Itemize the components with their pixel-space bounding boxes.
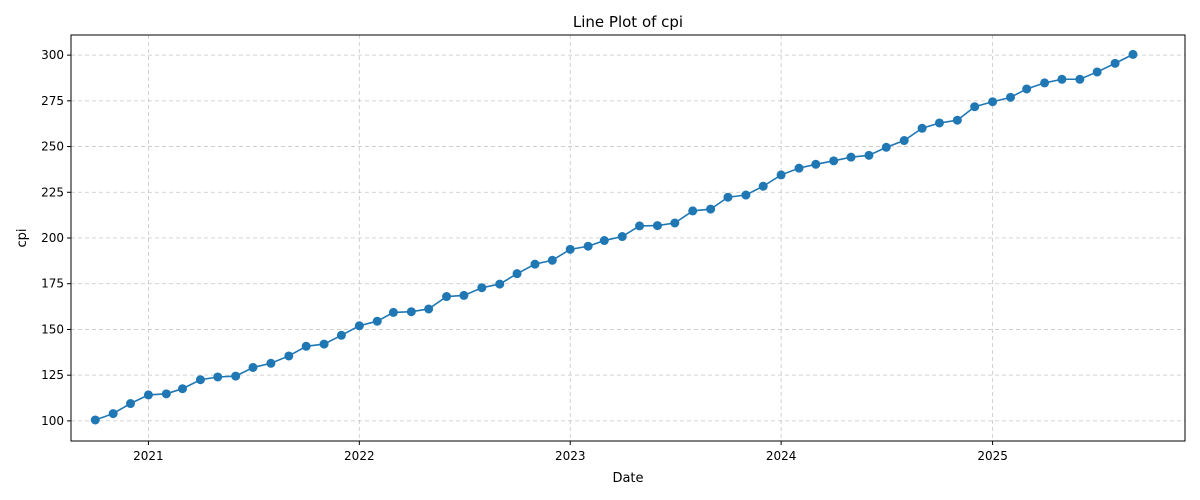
data-point xyxy=(652,221,662,231)
data-point xyxy=(688,206,698,216)
data-point xyxy=(319,339,329,349)
y-tick-label: 200 xyxy=(41,231,64,245)
data-point xyxy=(1110,58,1120,68)
data-point xyxy=(635,221,645,231)
data-point xyxy=(776,170,786,180)
data-point xyxy=(195,375,205,385)
data-point xyxy=(108,409,118,419)
data-point xyxy=(424,304,434,314)
data-point xyxy=(512,269,522,279)
data-point xyxy=(706,204,716,214)
data-point xyxy=(881,142,891,152)
data-point xyxy=(143,390,153,400)
x-tick-label: 2023 xyxy=(555,449,586,463)
data-point xyxy=(284,351,294,361)
x-tick-label: 2024 xyxy=(766,449,797,463)
data-point xyxy=(1022,84,1032,94)
data-point xyxy=(1128,49,1138,59)
data-point xyxy=(758,181,768,191)
data-point xyxy=(477,283,487,293)
x-tick-label: 2025 xyxy=(977,449,1008,463)
data-point xyxy=(530,259,540,269)
data-point xyxy=(988,97,998,107)
data-point xyxy=(354,321,364,331)
data-point xyxy=(934,118,944,128)
data-point xyxy=(970,102,980,112)
y-tick-label: 100 xyxy=(41,414,64,428)
data-point xyxy=(442,292,452,302)
y-tick-label: 125 xyxy=(41,368,64,382)
data-point xyxy=(248,362,258,372)
chart-title: Line Plot of cpi xyxy=(573,13,683,31)
data-point xyxy=(547,255,557,265)
data-point xyxy=(459,290,469,300)
x-tick-label: 2021 xyxy=(133,449,164,463)
y-tick-label: 250 xyxy=(41,140,64,154)
data-point xyxy=(266,358,276,368)
y-tick-label: 225 xyxy=(41,185,64,199)
data-point xyxy=(565,244,575,254)
data-point xyxy=(846,152,856,162)
data-point xyxy=(495,279,505,289)
data-point xyxy=(301,341,311,351)
data-point xyxy=(1006,92,1016,102)
data-point xyxy=(1092,67,1102,77)
data-point xyxy=(952,115,962,125)
data-point xyxy=(161,389,171,399)
data-point xyxy=(794,163,804,173)
data-point xyxy=(917,123,927,133)
data-point xyxy=(1075,74,1085,84)
data-point xyxy=(741,190,751,200)
y-tick-label: 175 xyxy=(41,277,64,291)
y-tick-label: 275 xyxy=(41,94,64,108)
data-point xyxy=(231,371,241,381)
data-point xyxy=(864,150,874,160)
data-point xyxy=(388,307,398,317)
data-point xyxy=(90,415,100,425)
data-point xyxy=(1057,74,1067,84)
data-point xyxy=(723,192,733,202)
y-tick-label: 150 xyxy=(41,322,64,336)
y-axis-label: cpi xyxy=(15,228,30,247)
data-point xyxy=(1040,78,1050,88)
data-point xyxy=(213,372,223,382)
data-point xyxy=(670,218,680,228)
data-point xyxy=(406,307,416,317)
data-point xyxy=(583,241,593,251)
data-point xyxy=(336,330,346,340)
x-tick-label: 2022 xyxy=(344,449,375,463)
y-tick-label: 300 xyxy=(41,48,64,62)
data-point xyxy=(829,156,839,166)
x-axis-label: Date xyxy=(612,471,643,486)
data-point xyxy=(178,384,188,394)
data-point xyxy=(599,236,609,246)
data-point xyxy=(617,232,627,242)
data-point xyxy=(899,136,909,146)
data-point xyxy=(372,316,382,326)
data-point xyxy=(811,159,821,169)
data-point xyxy=(126,399,136,409)
